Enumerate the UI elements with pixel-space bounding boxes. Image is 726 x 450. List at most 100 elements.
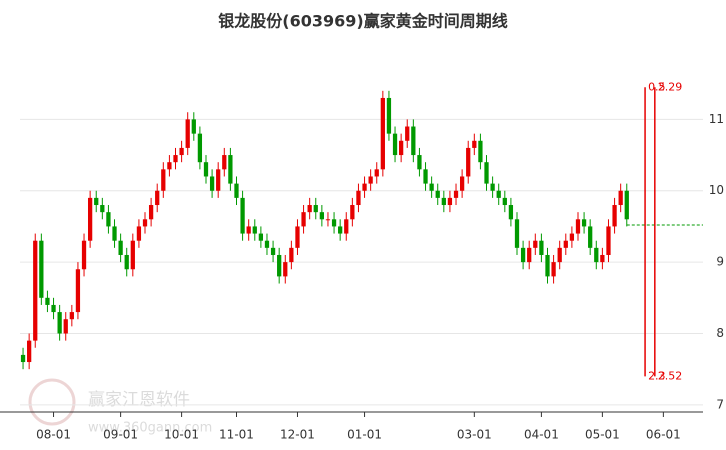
- candle-body: [191, 119, 196, 134]
- candle-body: [240, 197, 245, 234]
- x-tick-label: 05-01: [585, 428, 620, 442]
- candle-body: [81, 240, 87, 270]
- candle-body: [618, 190, 623, 206]
- watermark-logo: [28, 378, 76, 426]
- candle-body: [45, 297, 50, 305]
- x-tick-label: 12-01: [280, 428, 315, 442]
- candle-body: [405, 126, 410, 141]
- candle-body: [118, 240, 123, 255]
- candle-body: [203, 162, 209, 177]
- candle-body: [496, 190, 501, 198]
- candle-body: [350, 205, 355, 220]
- candle-body: [216, 169, 221, 191]
- candle-body: [39, 240, 44, 298]
- candle-body: [539, 240, 544, 255]
- candle-body: [136, 226, 142, 241]
- candle-body: [51, 304, 56, 313]
- candle-body: [551, 262, 556, 277]
- candle-body: [246, 226, 251, 234]
- candle-body: [624, 190, 629, 220]
- candle-body: [222, 155, 227, 170]
- candle-body: [533, 240, 538, 248]
- candle-body: [453, 190, 459, 198]
- candle-body: [87, 197, 93, 241]
- candle-body: [27, 340, 32, 363]
- y-tick-label: 11: [709, 112, 724, 126]
- candle-body: [612, 205, 617, 227]
- y-tick-label: 7: [716, 397, 724, 411]
- candle-body: [94, 197, 99, 206]
- candle-body: [197, 133, 203, 163]
- candle-body: [600, 254, 605, 263]
- x-tick-label: 08-01: [36, 428, 71, 442]
- cycle-top-label: 2.29: [658, 80, 683, 93]
- candle-body: [386, 97, 392, 134]
- candle-body: [508, 205, 514, 220]
- candle-body: [155, 190, 160, 206]
- candle-body: [429, 183, 434, 191]
- x-tick-label: 06-01: [646, 428, 681, 442]
- x-tick-label: 04-01: [524, 428, 559, 442]
- candle-body: [399, 140, 404, 156]
- candle-body: [142, 219, 148, 227]
- candle-body: [69, 312, 74, 320]
- candle-body: [313, 205, 318, 213]
- candle-body: [472, 140, 477, 148]
- candle-body: [63, 319, 68, 334]
- candle-body: [57, 312, 62, 334]
- candle-body: [557, 247, 562, 263]
- candle-body: [33, 240, 38, 341]
- candle-body: [606, 226, 611, 255]
- candle-body: [161, 169, 166, 191]
- x-tick-label: 11-01: [219, 428, 254, 442]
- y-tick-label: 9: [716, 255, 724, 269]
- candle-body: [234, 183, 239, 198]
- candle-body: [362, 183, 367, 191]
- candle-body: [563, 240, 568, 248]
- candle-body: [301, 212, 306, 227]
- candle-body: [307, 205, 312, 213]
- candle-body: [209, 176, 215, 191]
- candle-body: [417, 155, 422, 170]
- y-tick-label: 8: [716, 326, 724, 340]
- candle-body: [368, 176, 373, 184]
- candle-body: [338, 226, 343, 234]
- cycle-bottom-label: 2.3: [648, 369, 666, 382]
- candle-body: [459, 176, 465, 191]
- candle-body: [289, 247, 294, 263]
- candle-body: [106, 212, 111, 227]
- candle-body: [295, 226, 300, 248]
- candle-body: [20, 354, 26, 363]
- candle-body: [594, 247, 599, 263]
- candle-body: [575, 219, 581, 234]
- candle-body: [435, 190, 440, 198]
- candle-body: [258, 233, 264, 241]
- cycle-bottom-label: 2.52: [658, 369, 683, 382]
- candle-body: [520, 247, 526, 263]
- candle-body: [228, 155, 233, 184]
- candle-body: [130, 240, 135, 270]
- candle-body: [502, 197, 507, 206]
- candle-body: [100, 205, 105, 213]
- candle-body: [392, 133, 398, 156]
- candle-body: [380, 97, 385, 170]
- candle-body: [545, 254, 550, 277]
- chart-title: 银龙股份(603969)赢家黄金时间周期线: [218, 12, 507, 31]
- candle-body: [319, 212, 324, 220]
- candle-body: [527, 247, 532, 263]
- candle-body: [173, 155, 178, 163]
- candle-body: [447, 197, 453, 206]
- candle-body: [252, 226, 257, 234]
- x-tick-label: 09-01: [103, 428, 138, 442]
- candle-body: [478, 140, 483, 163]
- watermark-name: 赢家江恩软件: [88, 390, 190, 410]
- candle-body: [514, 219, 520, 248]
- candle-body: [411, 126, 416, 156]
- candle-body: [75, 269, 81, 313]
- candle-body: [490, 183, 495, 191]
- x-tick-label: 10-01: [164, 428, 199, 442]
- candle-body: [374, 169, 379, 177]
- candle-body: [277, 254, 282, 277]
- candle-body: [356, 190, 361, 206]
